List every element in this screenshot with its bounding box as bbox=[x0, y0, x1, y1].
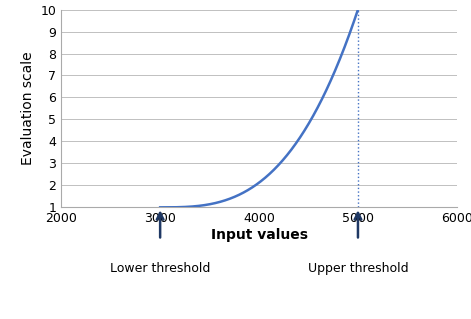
X-axis label: Input values: Input values bbox=[211, 228, 308, 242]
Text: Upper threshold: Upper threshold bbox=[308, 262, 408, 275]
Text: Lower threshold: Lower threshold bbox=[110, 262, 211, 275]
Y-axis label: Evaluation scale: Evaluation scale bbox=[21, 52, 35, 165]
